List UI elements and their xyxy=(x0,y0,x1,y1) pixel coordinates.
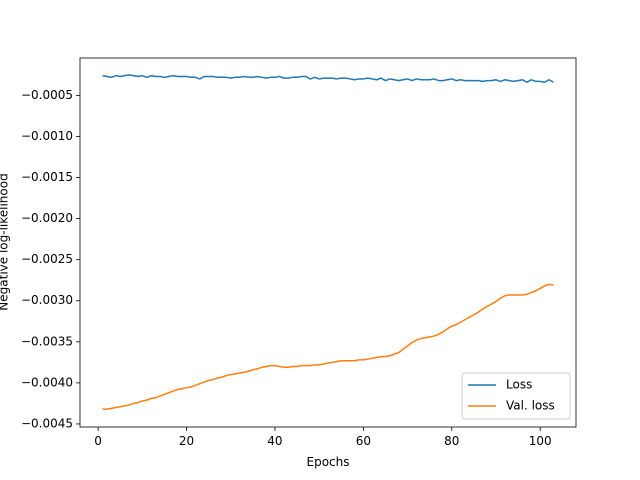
y-tick-label: −0.0040 xyxy=(21,375,73,389)
x-axis-label: Epochs xyxy=(307,455,350,469)
y-axis-label: Negative log-likelihood xyxy=(0,173,11,310)
y-tick-label: −0.0015 xyxy=(21,170,73,184)
y-tick-label: −0.0045 xyxy=(21,416,73,430)
legend-label: Val. loss xyxy=(506,399,555,413)
y-tick-label: −0.0025 xyxy=(21,252,73,266)
x-tick-label: 100 xyxy=(529,434,552,448)
y-tick-label: −0.0035 xyxy=(21,334,73,348)
x-tick-label: 0 xyxy=(94,434,102,448)
x-tick-label: 20 xyxy=(179,434,194,448)
x-tick-label: 40 xyxy=(267,434,282,448)
axes-frame xyxy=(79,57,577,428)
legend-label: Loss xyxy=(506,378,532,392)
data-line xyxy=(102,74,554,83)
y-tick-label: −0.0010 xyxy=(21,129,73,143)
data-line xyxy=(102,283,554,410)
y-tick-label: −0.0030 xyxy=(21,293,73,307)
y-tick-label: −0.0020 xyxy=(21,211,73,225)
x-tick-label: 60 xyxy=(356,434,371,448)
x-tick-label: 80 xyxy=(444,434,459,448)
y-tick-label: −0.0005 xyxy=(21,88,73,102)
